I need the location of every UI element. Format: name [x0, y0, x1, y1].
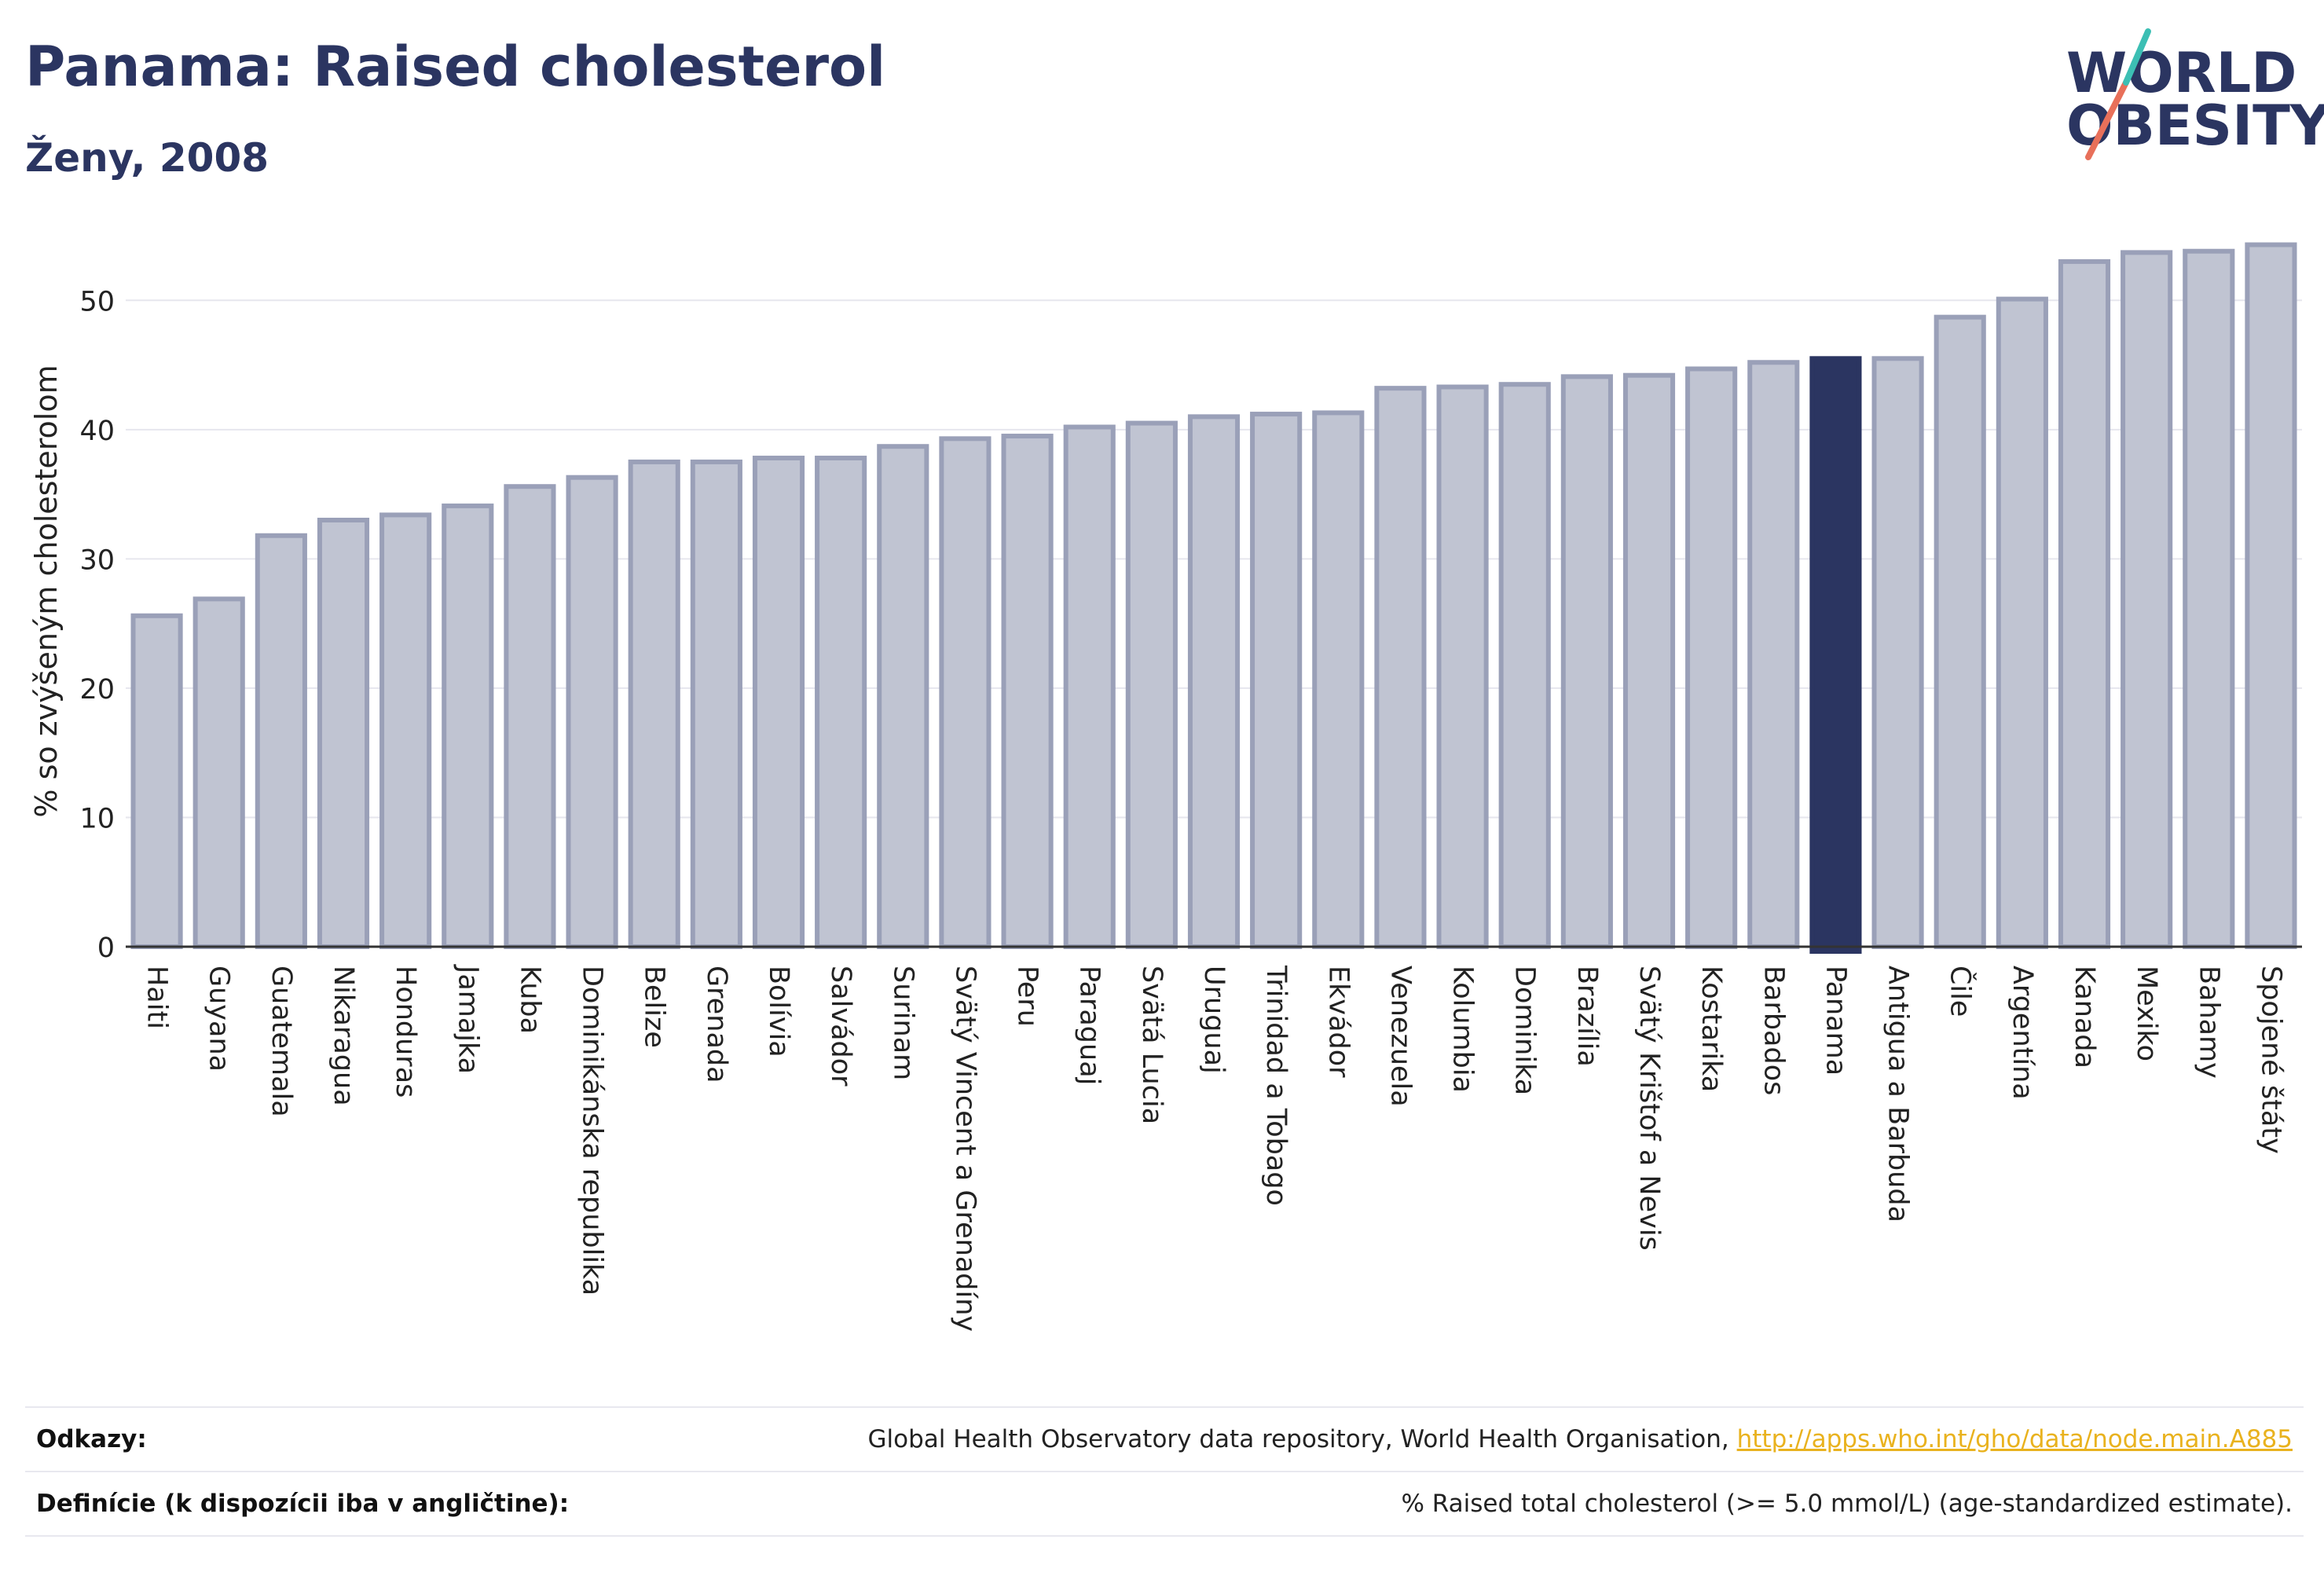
x-tick-label: Bahamy — [2193, 966, 2224, 1079]
x-tick-label: Spojené štáty — [2255, 966, 2286, 1154]
y-tick-labels: 0 10 20 30 40 50 — [79, 286, 115, 964]
bar-32 — [2121, 250, 2173, 949]
bar-8 — [628, 459, 680, 949]
bar-26 — [1747, 360, 1800, 950]
x-tick-label: Nikaragua — [328, 966, 359, 1106]
bar-1 — [192, 596, 245, 949]
y-tick-label: 10 — [79, 803, 115, 834]
bar-chart: 0 10 20 30 40 50 Haiti Guyana Guatemala Nikaragu… — [29, 242, 2302, 1332]
definitions-value: % Raised total cholesterol (>= 5.0 mmol/… — [1401, 1490, 2293, 1518]
bar-12 — [877, 444, 929, 949]
bar-30 — [1996, 296, 2048, 949]
sources-text: Global Health Observatory data repositor… — [867, 1425, 1737, 1453]
x-tick-label: Grenada — [701, 966, 732, 1083]
bar-25 — [1685, 366, 1738, 949]
bar-15 — [1063, 424, 1116, 949]
x-tick-label: Svätý Vincent a Grenadíny — [949, 966, 981, 1332]
x-tick-label: Kolumbia — [1447, 966, 1479, 1093]
y-tick-label: 30 — [79, 544, 115, 576]
sources-row: Odkazy: Global Health Observatory data r… — [25, 1406, 2304, 1471]
x-tick-label: Antigua a Barbuda — [1882, 966, 1914, 1222]
bar-23 — [1560, 374, 1613, 949]
x-tick-label: Bolívia — [763, 966, 794, 1057]
bar-20 — [1374, 386, 1427, 949]
y-axis-label: % so zvýšeným cholesterolom — [29, 365, 64, 817]
world-obesity-logo: WORLD OBESITY — [2051, 24, 2324, 165]
definitions-row: Definície (k dispozícii iba v angličtine… — [25, 1471, 2304, 1537]
definitions-label: Definície (k dispozícii iba v angličtine… — [36, 1490, 570, 1518]
x-tick-label: Honduras — [390, 966, 421, 1098]
page-title: Panama: Raised cholesterol — [25, 35, 886, 99]
bar-6 — [504, 484, 556, 949]
page-subtitle: Ženy, 2008 — [25, 135, 269, 181]
sources-value: Global Health Observatory data repositor… — [868, 1425, 2293, 1453]
x-tick-label: Ekvádor — [1322, 966, 1354, 1078]
bar-10 — [752, 456, 805, 949]
y-tick-label: 50 — [79, 286, 115, 317]
x-tick-label: Argentína — [2007, 966, 2038, 1100]
x-tick-label: Dominika — [1509, 966, 1541, 1095]
x-tick-label: Jamajka — [452, 964, 483, 1074]
logo-line-2: OBESITY — [2066, 93, 2324, 158]
x-tick-label: Kuba — [514, 966, 545, 1034]
x-tick-label: Surinam — [887, 966, 918, 1080]
x-tick-label: Paraguaj — [1074, 966, 1105, 1085]
logo-line-1: WORLD — [2066, 41, 2297, 105]
bar-22 — [1498, 382, 1551, 949]
x-tick-label: Trinidad a Tobago — [1260, 965, 1292, 1206]
bar-5 — [442, 503, 494, 949]
bar-2 — [255, 533, 307, 949]
x-tick-label: Brazília — [1571, 966, 1603, 1067]
bar-9 — [690, 459, 742, 949]
bar-34 — [2245, 242, 2297, 949]
bar-16 — [1125, 420, 1178, 949]
x-tick-label: Peru — [1012, 966, 1043, 1027]
x-tick-label: Svätý Krištof a Nevis — [1633, 966, 1665, 1251]
x-tick-label: Kanada — [2069, 966, 2100, 1068]
x-tick-label: Mexiko — [2131, 966, 2162, 1061]
bar-19 — [1312, 410, 1365, 949]
bar-27 — [1809, 356, 1862, 954]
x-tick-label: Uruguaj — [1198, 966, 1230, 1074]
bar-11 — [815, 456, 867, 949]
x-tick-label: Guyana — [203, 966, 235, 1072]
references-table: Odkazy: Global Health Observatory data r… — [25, 1406, 2304, 1537]
bar-17 — [1187, 414, 1241, 949]
x-tick-label: Guatemala — [266, 966, 297, 1117]
logo-slash-icon — [2085, 28, 2151, 160]
x-tick-label: Čile — [1945, 966, 1978, 1017]
bar-31 — [2058, 258, 2111, 949]
y-tick-label: 40 — [79, 416, 115, 447]
y-tick-label: 0 — [97, 933, 115, 964]
bar-24 — [1622, 372, 1676, 949]
bar-33 — [2183, 248, 2235, 949]
bar-29 — [1934, 314, 1986, 949]
x-tick-labels: Haiti Guyana Guatemala Nikaragua Honduras Jam… — [141, 964, 2287, 1332]
x-tick-label: Belize — [639, 966, 670, 1048]
x-tick-label: Barbados — [1758, 966, 1789, 1095]
x-tick-label: Haiti — [141, 966, 173, 1029]
sources-label: Odkazy: — [36, 1425, 147, 1453]
y-tick-label: 20 — [79, 674, 115, 706]
bar-7 — [566, 475, 618, 949]
bar-0 — [130, 613, 183, 949]
bar-13 — [939, 436, 992, 949]
x-tick-label: Kostarika — [1695, 966, 1727, 1092]
bar-18 — [1250, 412, 1303, 949]
bar-3 — [317, 518, 370, 949]
x-tick-label: Salvádor — [825, 966, 856, 1087]
bar-14 — [1001, 434, 1054, 949]
x-tick-label: Venezuela — [1384, 966, 1416, 1107]
sources-link[interactable]: http://apps.who.int/gho/data/node.main.A… — [1736, 1425, 2293, 1453]
bar-4 — [379, 512, 432, 949]
bars — [130, 242, 2297, 954]
bar-21 — [1436, 384, 1489, 949]
bar-28 — [1871, 356, 1924, 949]
x-tick-label: Svätá Lucia — [1136, 966, 1167, 1124]
x-tick-label: Dominikánska republika — [577, 966, 608, 1296]
x-tick-label: Panama — [1820, 966, 1851, 1076]
